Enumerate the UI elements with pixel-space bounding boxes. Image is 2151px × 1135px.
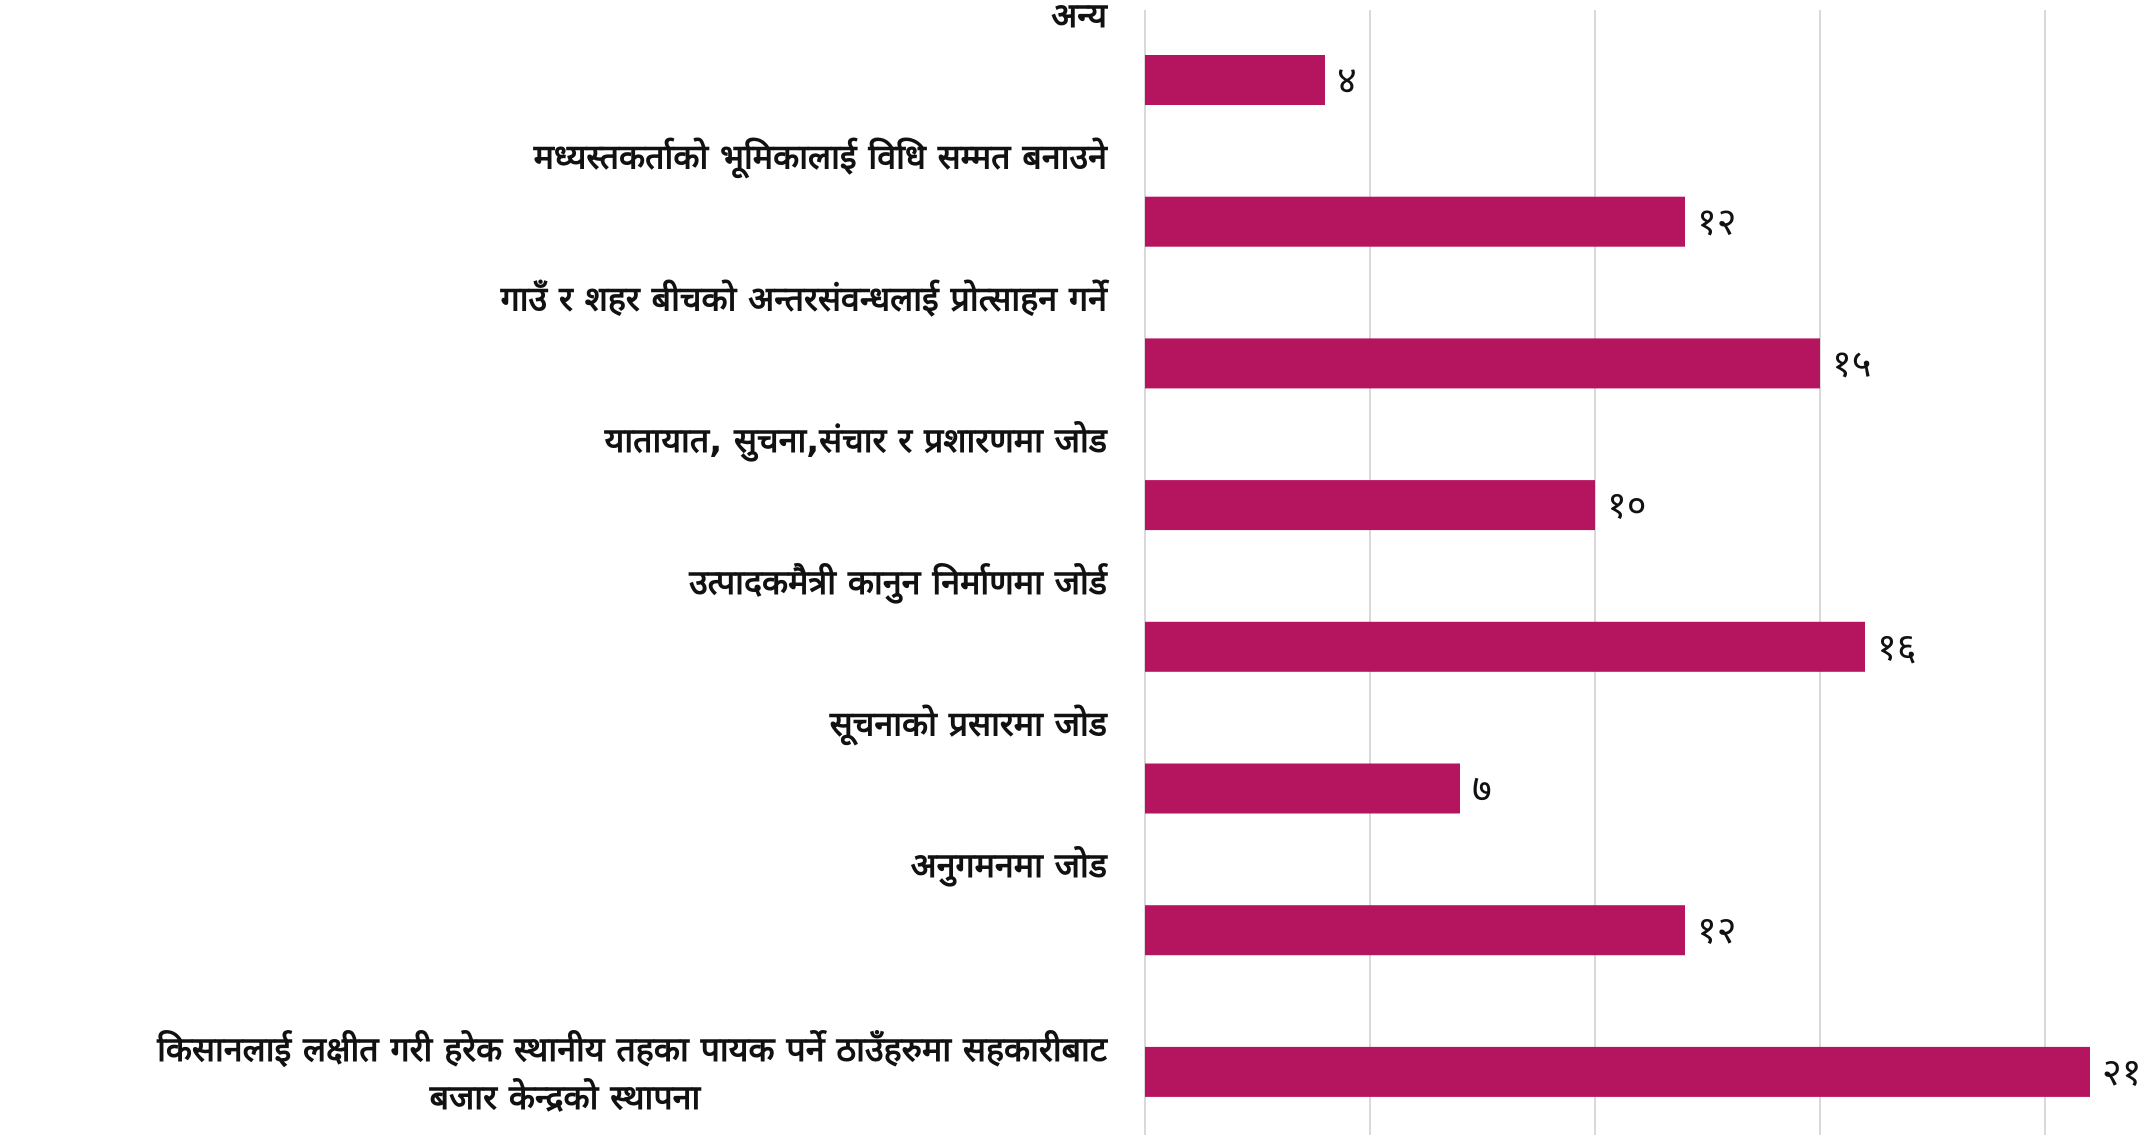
value-label: १२ <box>1697 200 1737 244</box>
value-label: १० <box>1607 483 1647 527</box>
category-label: उत्पादकमैत्री कानुन निर्माणमा जोर्ड <box>688 562 1109 604</box>
bar <box>1145 621 1865 672</box>
value-label: ४ <box>1337 58 1357 102</box>
category-label: गाउँ र शहर बीचको अन्तरसंवन्धलाई प्रोत्सा… <box>500 278 1110 319</box>
bar <box>1145 55 1325 105</box>
bar <box>1145 763 1460 814</box>
bar <box>1145 480 1595 531</box>
value-label: १२ <box>1697 908 1737 952</box>
value-label: १५ <box>1832 341 1872 385</box>
bar <box>1145 196 1685 247</box>
value-label: ७ <box>1472 767 1492 811</box>
bar <box>1145 338 1820 389</box>
category-label: सूचनाको प्रसारमा जोड <box>829 704 1109 747</box>
bar <box>1145 1046 2090 1097</box>
value-label: १६ <box>1877 625 1917 669</box>
category-label: यातायात, सुचना,संचार र प्रशारणमा जोड <box>604 420 1109 462</box>
bar <box>1145 905 1685 956</box>
category-label: बजार केन्द्रको स्थापना <box>429 1077 702 1118</box>
category-label: अनुगमनमा जोड <box>911 845 1109 887</box>
category-label: मध्यस्तकर्ताको भूमिकालाई विधि सम्मत बनाउ… <box>533 137 1109 180</box>
category-label: किसानलाई लक्षीत गरी हरेक स्थानीय तहका पा… <box>156 1029 1109 1070</box>
value-label: २१ <box>2102 1050 2142 1094</box>
category-label: अन्य <box>1051 0 1108 36</box>
